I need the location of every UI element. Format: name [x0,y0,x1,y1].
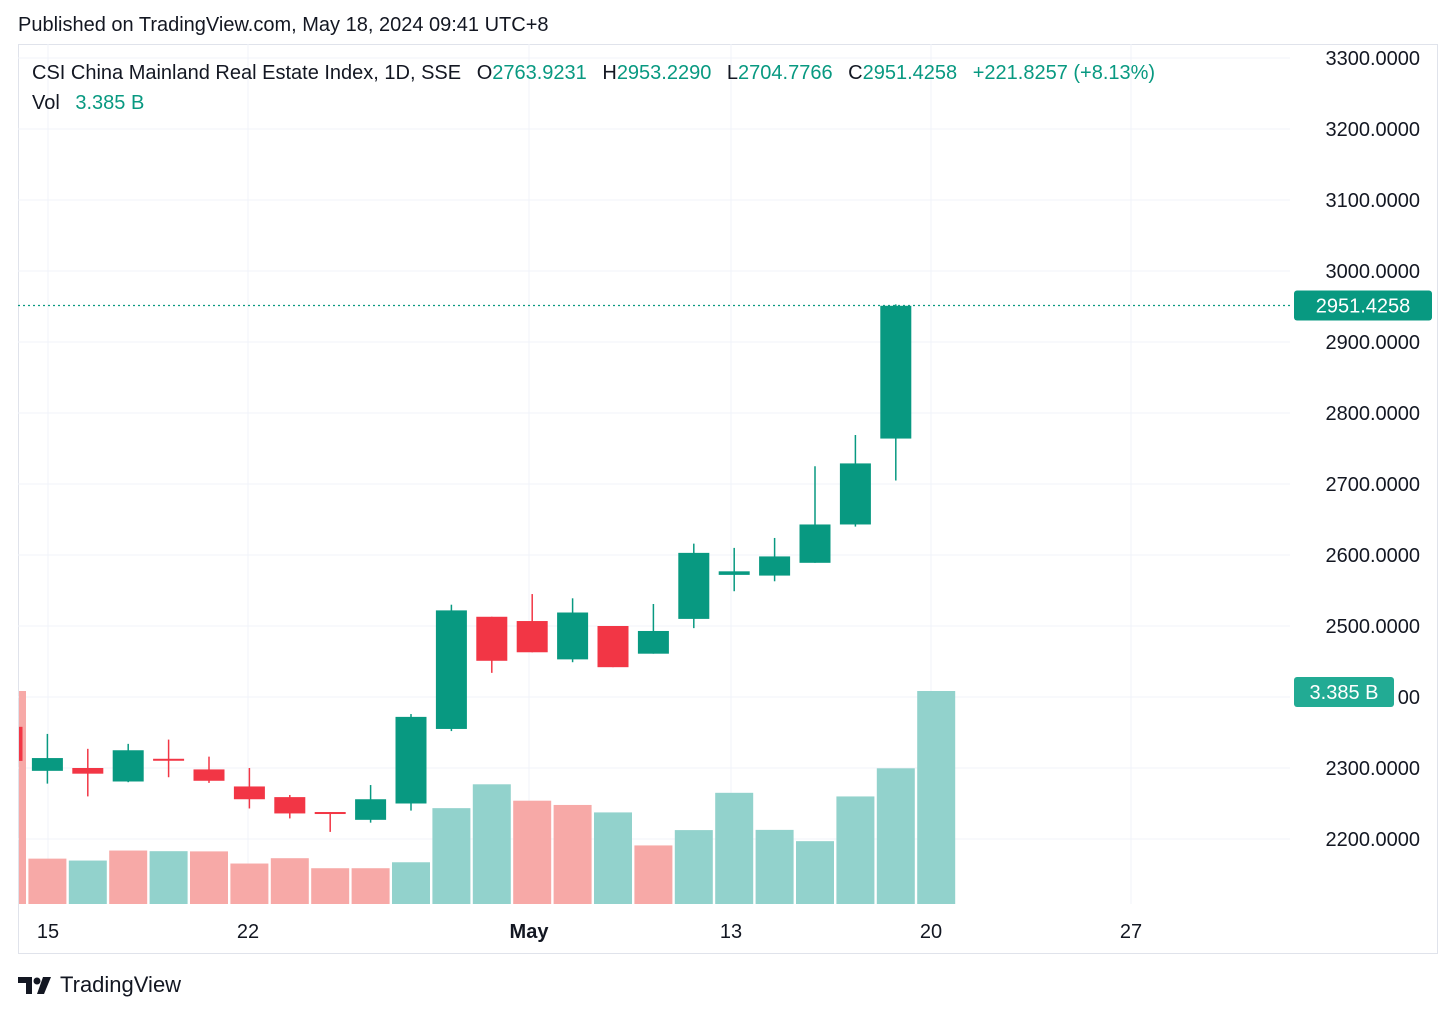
candle-body [233,786,265,800]
candle-body [355,799,387,820]
grid-lines [18,44,1290,904]
volume-bar [19,691,26,904]
volume-badge-label: 3.385 B [1310,682,1379,704]
y-tick-label: 2700.0000 [1325,474,1420,496]
volume-legend: Vol 3.385 B [32,92,144,115]
ohlc-legend: CSI China Mainland Real Estate Index, 1D… [32,62,1155,85]
y-tick-label: 3300.0000 [1325,48,1420,70]
x-tick-label: 13 [720,921,742,943]
symbol-name: CSI China Mainland Real Estate Index, 1D… [32,62,462,84]
volume-bar [68,860,107,904]
high-value: 2953.2290 [616,62,712,84]
y-tick-label: 2600.0000 [1325,545,1420,567]
volume-bar [594,812,632,904]
volume-bar [634,845,673,904]
high-label: H [602,62,617,84]
time-axis: 15 22 May 13 20 27 [37,921,1142,943]
candle-body [718,571,750,575]
candle-body [476,616,508,661]
candle-body [19,726,23,761]
change-value: +221.8257 (+8.13%) [972,62,1156,84]
volume-bar [190,851,228,904]
price-axis: 3300.0000 3200.0000 3100.0000 3000.0000 2900… [1325,48,1420,851]
last-price-badge [1294,290,1432,321]
candle-body [314,812,346,815]
tradingview-brand[interactable]: TradingView [18,972,181,998]
open-label: O [476,62,493,84]
volume-bar [513,800,552,904]
volume-bar [472,784,511,904]
candle-body [759,556,791,576]
tradingview-logo-icon [18,977,51,994]
y-tick-label: 2500.0000 [1325,616,1420,638]
volume-bar [311,868,350,904]
y-tick-label: 3100.0000 [1325,190,1420,212]
candle-body [678,552,710,619]
candle-body [637,630,669,654]
volume-bars [19,691,956,904]
volume-bar [755,829,794,904]
volume-bar [351,868,390,904]
candles [19,304,912,832]
published-label: Published on TradingView.com, May 18, 20… [18,14,549,36]
chart-frame [18,44,1438,954]
x-tick-label: 22 [237,921,259,943]
volume-bar [432,808,471,904]
x-tick-label: May [510,921,550,943]
y-tick-label: 3200.0000 [1325,119,1420,141]
low-value: 2704.7766 [738,62,833,84]
y-tick-label: 2800.0000 [1325,403,1420,425]
y-tick-label: 2900.0000 [1325,332,1420,354]
volume-bar [674,830,713,904]
volume-bar [28,858,67,904]
volume-bar [149,851,188,904]
vol-value: 3.385 B [75,92,145,114]
candle-body [31,758,63,771]
volume-bar [836,796,875,904]
candle-body [880,305,912,439]
volume-bar [109,850,148,904]
candle-body [839,463,871,525]
vol-label: Vol [32,92,60,114]
volume-bar [392,862,430,904]
last-price-label: 2951.4258 [1316,295,1411,317]
y-tick-label: 00 [1398,687,1420,709]
volume-bar [553,804,592,904]
candle-body [799,524,831,563]
y-tick-label: 2300.0000 [1325,758,1420,780]
volume-bar [796,841,834,904]
volume-bar [715,792,754,904]
y-tick-label: 3000.0000 [1325,261,1420,283]
candle-body [435,610,467,729]
price-overlays: 2951.4258 3.385 B [18,290,1432,707]
candle-body [274,797,306,814]
y-tick-label: 2200.0000 [1325,829,1420,851]
candle-body [72,768,104,774]
close-value: 2951.4258 [862,62,958,84]
candle-body [597,626,629,668]
volume-bar [876,768,915,904]
candle-body [112,750,144,782]
candle-body [557,612,589,660]
x-tick-label: 15 [37,921,59,943]
volume-badge [1294,677,1394,707]
open-value: 2763.9231 [492,62,587,84]
brand-name: TradingView [60,972,182,997]
candle-body [395,716,427,804]
candle-body [516,621,548,653]
volume-bar [917,691,956,904]
volume-bar [270,858,309,904]
low-label: L [726,62,739,84]
close-label: C [848,62,863,84]
candle-body [193,769,225,781]
x-tick-label: 20 [920,921,942,943]
candle-body [153,758,185,761]
volume-bar [230,863,269,904]
x-tick-label: 27 [1120,921,1142,943]
